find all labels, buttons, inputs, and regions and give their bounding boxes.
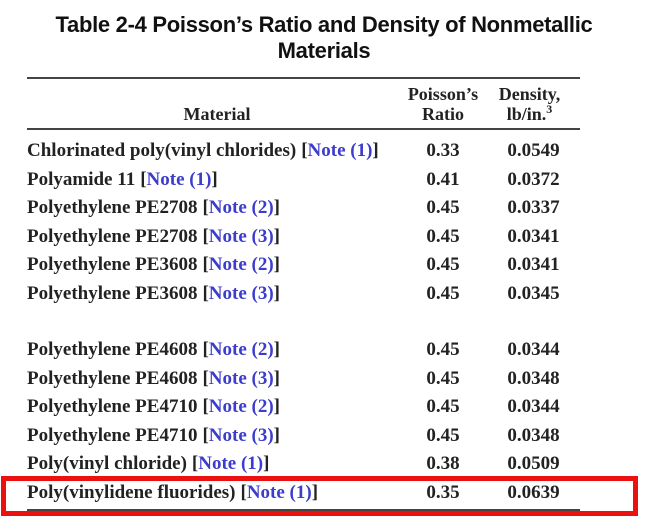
density-value: 0.0509 [507, 453, 560, 475]
density-value: 0.0337 [507, 197, 560, 219]
note-link[interactable]: Note (2) [208, 197, 274, 219]
note-link[interactable]: Note (2) [208, 339, 274, 361]
table-row: Polyethylene PE4608 [Note (2)] 0.45 0.034… [27, 336, 580, 365]
density-value: 0.0348 [507, 424, 560, 446]
material-name: Polyethylene PE3608 [27, 282, 198, 304]
note-link[interactable]: Note (2) [208, 396, 274, 418]
table-body: Chlorinated poly(vinyl chlorides) [Note (… [27, 130, 580, 511]
poissons-ratio-value: 0.45 [426, 339, 460, 361]
note-link[interactable]: Note (1) [198, 453, 264, 475]
table-row: Polyethylene PE4710 [Note (2)] 0.45 0.034… [27, 393, 580, 422]
material-name: Polyethylene PE3608 [27, 254, 198, 276]
table-row-highlighted: Poly(vinylidene fluorides) [Note (1)] 0.3… [27, 479, 580, 508]
density-value: 0.0344 [507, 396, 560, 418]
poissons-ratio-value: 0.35 [426, 481, 460, 503]
table-row: Polyethylene PE4608 [Note (3)] 0.45 0.034… [27, 365, 580, 394]
poissons-ratio-value: 0.45 [426, 367, 460, 389]
note-link[interactable]: Note (2) [208, 254, 274, 276]
density-value: 0.0639 [507, 481, 560, 503]
density-value: 0.0344 [507, 339, 560, 361]
density-value: 0.0348 [507, 367, 560, 389]
column-header-material: Material [183, 104, 251, 124]
material-name: Polyethylene PE2708 [27, 197, 198, 219]
material-name: Polyamide 11 [27, 168, 136, 190]
table-row: Polyethylene PE3608 [Note (3)] 0.45 0.034… [27, 280, 580, 309]
material-name: Poly(vinylidene fluorides) [27, 481, 236, 503]
density-value: 0.0372 [507, 168, 560, 190]
poissons-ratio-value: 0.45 [426, 225, 460, 247]
poissons-ratio-value: 0.41 [426, 168, 460, 190]
poissons-ratio-value: 0.38 [426, 453, 460, 475]
table-row: Polyethylene PE3608 [Note (2)] 0.45 0.034… [27, 251, 580, 280]
material-name: Polyethylene PE4710 [27, 396, 198, 418]
note-link[interactable]: Note (3) [208, 282, 274, 304]
column-header-density: Density, lb/in.3 [498, 84, 561, 124]
note-link[interactable]: Note (3) [208, 367, 274, 389]
table-row: Chlorinated poly(vinyl chlorides) [Note (… [27, 137, 580, 166]
row-group-spacer [27, 308, 580, 336]
material-name: Poly(vinyl chloride) [27, 453, 187, 475]
note-link[interactable]: Note (3) [208, 424, 274, 446]
density-value: 0.0345 [507, 282, 560, 304]
material-name: Polyethylene PE4710 [27, 424, 198, 446]
density-value: 0.0341 [507, 225, 560, 247]
note-link[interactable]: Note (1) [246, 481, 312, 503]
column-header-poissons-ratio: Poisson’s Ratio [407, 84, 479, 124]
poissons-ratio-value: 0.45 [426, 197, 460, 219]
material-name: Polyethylene PE4608 [27, 339, 198, 361]
note-link[interactable]: Note (1) [146, 168, 212, 190]
table-row: Polyamide 11 [Note (1)] 0.41 0.0372 [27, 166, 580, 195]
table-title: Table 2-4 Poisson’s Ratio and Density of… [55, 12, 593, 63]
note-link[interactable]: Note (3) [208, 225, 274, 247]
poissons-ratio-value: 0.45 [426, 396, 460, 418]
materials-table: Material Poisson’s Ratio Density, lb/in.… [27, 77, 580, 511]
table-row: Poly(vinyl chloride) [Note (1)] 0.38 0.05… [27, 450, 580, 479]
table-row: Polyethylene PE2708 [Note (2)] 0.45 0.033… [27, 194, 580, 223]
material-name: Chlorinated poly(vinyl chlorides) [27, 140, 297, 162]
material-name: Polyethylene PE4608 [27, 367, 198, 389]
table-header-row: Material Poisson’s Ratio Density, lb/in.… [27, 77, 580, 130]
note-link[interactable]: Note (1) [307, 140, 373, 162]
material-name: Polyethylene PE2708 [27, 225, 198, 247]
density-value: 0.0341 [507, 254, 560, 276]
density-value: 0.0549 [507, 140, 560, 162]
poissons-ratio-value: 0.45 [426, 254, 460, 276]
poissons-ratio-value: 0.45 [426, 282, 460, 304]
density-unit-exponent: 3 [546, 102, 553, 116]
table-row: Polyethylene PE2708 [Note (3)] 0.45 0.034… [27, 223, 580, 252]
poissons-ratio-value: 0.33 [426, 140, 460, 162]
table-row: Polyethylene PE4710 [Note (3)] 0.45 0.034… [27, 422, 580, 451]
poissons-ratio-value: 0.45 [426, 424, 460, 446]
